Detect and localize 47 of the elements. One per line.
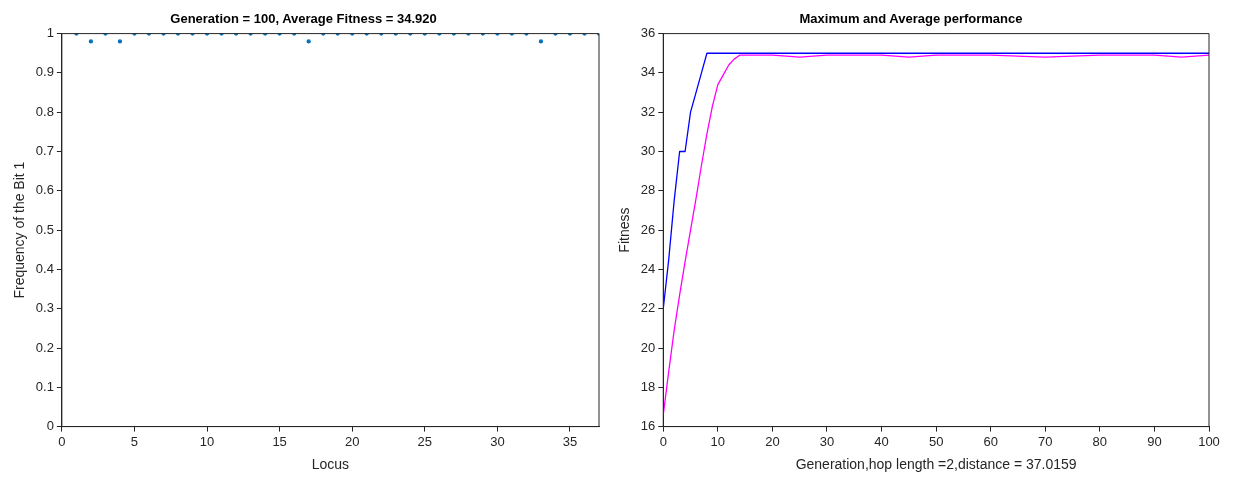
y-tick-label: 22: [640, 300, 656, 316]
y-axis-title: Fitness: [616, 207, 633, 253]
x-tick-label: 50: [928, 433, 944, 449]
chart-title: Maximum and Average performance: [799, 11, 1023, 27]
y-tick-label: 0.1: [35, 378, 54, 394]
x-tick-label: 20: [344, 433, 360, 449]
x-tick-label: 10: [710, 433, 726, 449]
y-tick-label: 0: [46, 418, 54, 434]
y-tick-label: 1: [46, 25, 54, 41]
x-tick-label: 5: [130, 433, 139, 449]
x-tick-label: 25: [417, 433, 433, 449]
y-tick-label: 30: [640, 143, 656, 159]
y-tick-label: 26: [640, 221, 656, 237]
y-tick-label: 20: [640, 339, 656, 355]
y-tick-label: 0.4: [35, 260, 54, 276]
y-tick-label: 0.5: [35, 221, 54, 237]
y-tick-label: 0.6: [35, 182, 54, 198]
y-tick-label: 16: [640, 418, 656, 434]
y-tick-label: 0.8: [35, 103, 54, 119]
x-tick-label: 30: [490, 433, 505, 449]
x-tick-label: 0: [58, 433, 66, 449]
x-tick-label: 60: [983, 433, 998, 449]
x-tick-label: 70: [1038, 433, 1053, 449]
y-tick-label: 0.2: [35, 339, 54, 355]
x-tick-label: 10: [199, 433, 215, 449]
x-tick-label: 80: [1092, 433, 1108, 449]
chart-title: Generation = 100, Average Fitness = 34.920: [170, 11, 437, 27]
y-tick-label: 0.9: [35, 64, 54, 80]
y-tick-label: 34: [640, 64, 656, 80]
y-axis-title: Frequency of the Bit 1: [11, 161, 28, 299]
x-axis-title: Generation,hop length =2,distance = 37.0159: [795, 456, 1077, 473]
x-tick-label: 40: [874, 433, 889, 449]
y-tick-label: 36: [640, 25, 656, 41]
x-tick-label: 0: [659, 433, 667, 449]
x-tick-label: 15: [272, 433, 287, 449]
y-tick-label: 18: [640, 378, 656, 394]
x-tick-label: 100: [1198, 433, 1220, 449]
x-tick-label: 20: [765, 433, 780, 449]
y-tick-label: 32: [640, 103, 656, 119]
y-tick-label: 28: [640, 182, 656, 198]
y-tick-label: 0.3: [35, 300, 54, 316]
x-tick-label: 30: [819, 433, 835, 449]
x-tick-label: 35: [562, 433, 578, 449]
x-axis-title: Locus: [311, 456, 350, 473]
y-tick-label: 0.7: [35, 143, 54, 159]
x-tick-label: 90: [1147, 433, 1162, 449]
y-tick-label: 24: [640, 260, 656, 276]
